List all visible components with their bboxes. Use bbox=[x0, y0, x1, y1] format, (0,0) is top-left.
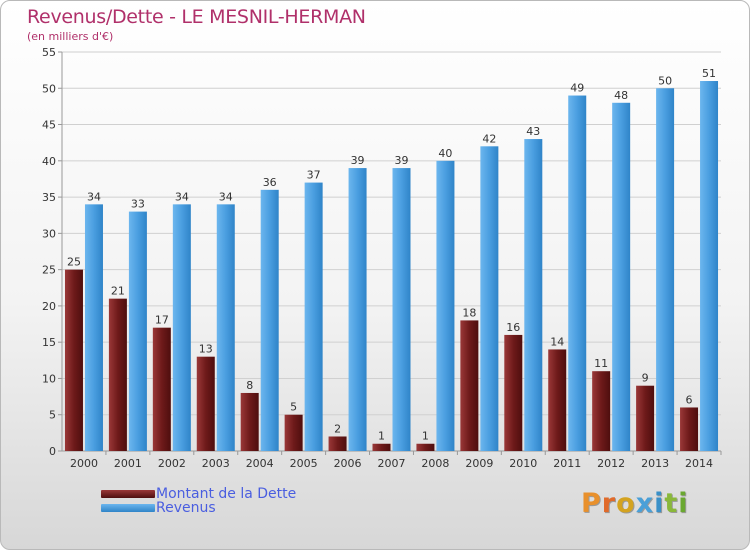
legend-label-revenus: Revenus bbox=[156, 500, 216, 516]
data-label-debt: 5 bbox=[290, 401, 297, 414]
bar-revenus bbox=[216, 204, 235, 451]
data-label-revenus: 42 bbox=[482, 132, 496, 145]
data-label-revenus: 49 bbox=[570, 82, 584, 95]
data-label-debt: 11 bbox=[594, 357, 608, 370]
data-label-debt: 25 bbox=[67, 256, 81, 269]
data-label-revenus: 48 bbox=[614, 89, 628, 102]
data-label-revenus: 40 bbox=[438, 147, 452, 160]
data-label-revenus: 36 bbox=[263, 176, 277, 189]
data-label-revenus: 39 bbox=[351, 154, 365, 167]
x-tick-label: 2007 bbox=[378, 457, 406, 470]
data-label-debt: 14 bbox=[550, 335, 564, 348]
x-tick-label: 2014 bbox=[685, 457, 713, 470]
y-tick-label: 10 bbox=[42, 372, 56, 385]
x-tick-label: 2009 bbox=[465, 457, 493, 470]
proxiti-logo: Proxiti bbox=[581, 488, 689, 519]
bar-debt bbox=[196, 356, 215, 451]
data-label-debt: 21 bbox=[111, 285, 125, 298]
y-tick-label: 45 bbox=[42, 119, 56, 132]
y-tick-label: 5 bbox=[49, 409, 56, 422]
legend-swatch-revenus bbox=[101, 504, 155, 512]
x-tick-label: 2010 bbox=[509, 457, 537, 470]
data-label-debt: 1 bbox=[378, 430, 385, 443]
y-tick-label: 20 bbox=[42, 300, 56, 313]
bar-revenus bbox=[304, 182, 323, 451]
bar-revenus bbox=[700, 81, 719, 451]
chart-subtitle: (en milliers d'€) bbox=[27, 30, 114, 43]
x-tick-label: 2008 bbox=[421, 457, 449, 470]
data-label-debt: 16 bbox=[506, 321, 520, 334]
bar-revenus bbox=[128, 211, 147, 451]
bar-debt bbox=[284, 414, 303, 451]
bar-debt bbox=[636, 385, 655, 451]
data-label-revenus: 39 bbox=[395, 154, 409, 167]
x-tick-label: 2005 bbox=[290, 457, 318, 470]
bar-revenus bbox=[260, 189, 279, 451]
bar-revenus bbox=[612, 102, 631, 452]
data-label-debt: 8 bbox=[246, 379, 253, 392]
bar-revenus bbox=[392, 168, 411, 451]
legend-swatch-debt bbox=[101, 490, 155, 498]
bar-debt bbox=[64, 269, 83, 451]
data-label-debt: 18 bbox=[462, 306, 476, 319]
data-label-debt: 1 bbox=[422, 430, 429, 443]
y-tick-label: 25 bbox=[42, 264, 56, 277]
chart-title: Revenus/Dette - LE MESNIL-HERMAN bbox=[27, 6, 366, 28]
bar-revenus bbox=[172, 204, 191, 451]
y-tick-label: 35 bbox=[42, 191, 56, 204]
bar-debt bbox=[460, 320, 479, 451]
y-tick-label: 40 bbox=[42, 155, 56, 168]
x-tick-label: 2006 bbox=[334, 457, 362, 470]
data-label-debt: 2 bbox=[334, 422, 341, 435]
data-label-revenus: 37 bbox=[307, 169, 321, 182]
data-label-debt: 6 bbox=[686, 393, 693, 406]
bar-revenus bbox=[568, 95, 587, 451]
data-label-revenus: 43 bbox=[526, 125, 540, 138]
data-label-revenus: 51 bbox=[702, 67, 716, 80]
bar-debt bbox=[152, 327, 171, 451]
data-label-revenus: 50 bbox=[658, 74, 672, 87]
y-tick-label: 0 bbox=[49, 445, 56, 458]
bar-debt bbox=[504, 334, 523, 451]
legend: Montant de la Dette Revenus bbox=[101, 486, 421, 516]
x-tick-label: 2004 bbox=[246, 457, 274, 470]
bar-revenus bbox=[84, 204, 103, 451]
x-tick-label: 2001 bbox=[114, 457, 142, 470]
bar-debt bbox=[372, 443, 391, 451]
data-label-debt: 13 bbox=[199, 343, 213, 356]
bar-debt bbox=[592, 371, 611, 451]
x-tick-label: 2013 bbox=[641, 457, 669, 470]
y-tick-label: 30 bbox=[42, 227, 56, 240]
bar-revenus bbox=[656, 88, 675, 451]
data-label-revenus: 34 bbox=[219, 190, 233, 203]
x-tick-label: 2012 bbox=[597, 457, 625, 470]
bar-revenus bbox=[348, 168, 367, 451]
legend-label-debt: Montant de la Dette bbox=[156, 486, 297, 502]
data-label-revenus: 34 bbox=[175, 190, 189, 203]
legend-item-revenus: Revenus bbox=[101, 500, 421, 516]
bar-debt bbox=[328, 436, 347, 451]
bar-debt bbox=[416, 443, 435, 451]
bar-debt bbox=[548, 349, 567, 451]
bar-revenus bbox=[524, 139, 543, 451]
bar-revenus bbox=[480, 146, 499, 452]
data-label-revenus: 34 bbox=[87, 190, 101, 203]
legend-item-debt: Montant de la Dette bbox=[101, 486, 421, 502]
x-tick-label: 2002 bbox=[158, 457, 186, 470]
y-tick-label: 15 bbox=[42, 336, 56, 349]
x-tick-label: 2011 bbox=[553, 457, 581, 470]
x-tick-label: 2000 bbox=[70, 457, 98, 470]
data-label-debt: 9 bbox=[642, 372, 649, 385]
x-tick-label: 2003 bbox=[202, 457, 230, 470]
bar-debt bbox=[108, 298, 127, 451]
bar-revenus bbox=[436, 160, 455, 451]
y-tick-label: 55 bbox=[42, 46, 56, 59]
data-label-revenus: 33 bbox=[131, 198, 145, 211]
y-tick-label: 50 bbox=[42, 82, 56, 95]
bar-debt bbox=[240, 392, 259, 451]
data-label-debt: 17 bbox=[155, 314, 169, 327]
bar-debt bbox=[680, 407, 699, 451]
